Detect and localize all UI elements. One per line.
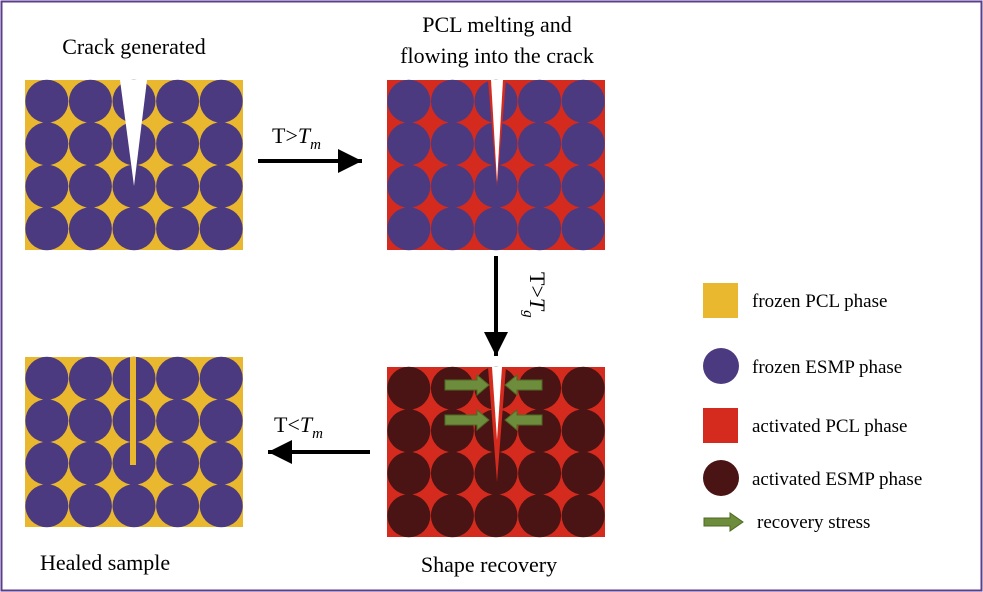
legend-swatch <box>703 348 739 384</box>
particle <box>387 367 430 410</box>
particle <box>69 165 112 208</box>
legend-label: frozen PCL phase <box>752 291 887 312</box>
particle <box>200 399 243 442</box>
particle <box>431 494 474 537</box>
legend-swatch <box>703 408 738 443</box>
particle <box>25 80 68 123</box>
particle <box>562 207 605 250</box>
particle <box>200 207 243 250</box>
particle <box>25 122 68 165</box>
particle <box>387 165 430 208</box>
particle <box>431 165 474 208</box>
particle <box>562 409 605 452</box>
particle <box>156 399 199 442</box>
particle <box>518 80 561 123</box>
legend-swatch <box>703 283 738 318</box>
diagram: Crack generated PCL melting and flowing … <box>0 0 983 592</box>
particle <box>156 484 199 527</box>
particle <box>518 207 561 250</box>
particle <box>518 165 561 208</box>
particle <box>387 494 430 537</box>
particle <box>431 80 474 123</box>
particle <box>518 452 561 495</box>
particle <box>475 494 518 537</box>
healed-crack <box>130 357 136 465</box>
particle <box>200 442 243 485</box>
particle <box>69 207 112 250</box>
legend-swatch <box>703 460 739 496</box>
particle <box>562 452 605 495</box>
particle <box>200 484 243 527</box>
particle <box>200 357 243 400</box>
particle <box>69 442 112 485</box>
legend-label: recovery stress <box>757 512 870 533</box>
particle <box>69 399 112 442</box>
panel-label: Crack generated <box>62 34 206 59</box>
legend-label: activated ESMP phase <box>752 469 922 490</box>
panel-label: flowing into the crack <box>400 43 594 68</box>
particle <box>431 207 474 250</box>
particle <box>200 122 243 165</box>
particle <box>113 484 156 527</box>
particle <box>562 165 605 208</box>
particle <box>69 484 112 527</box>
particle <box>562 122 605 165</box>
particle <box>25 484 68 527</box>
particle <box>200 80 243 123</box>
particle <box>562 367 605 410</box>
particle <box>387 452 430 495</box>
panel-label: Healed sample <box>40 550 170 575</box>
particle <box>562 494 605 537</box>
legend-label: activated PCL phase <box>752 416 907 437</box>
particle <box>25 207 68 250</box>
particle <box>25 442 68 485</box>
particle <box>156 80 199 123</box>
particle <box>156 442 199 485</box>
legend-label: frozen ESMP phase <box>752 357 902 378</box>
particle <box>387 80 430 123</box>
particle <box>69 122 112 165</box>
particle <box>518 122 561 165</box>
particle <box>156 165 199 208</box>
particle <box>562 80 605 123</box>
particle <box>431 452 474 495</box>
particle <box>200 165 243 208</box>
panel-label: PCL melting and <box>422 12 572 37</box>
particle <box>387 207 430 250</box>
particle <box>431 122 474 165</box>
particle <box>387 409 430 452</box>
particle <box>475 207 518 250</box>
particle <box>113 207 156 250</box>
particle <box>156 122 199 165</box>
particle <box>518 494 561 537</box>
particle <box>69 357 112 400</box>
particle <box>69 80 112 123</box>
particle <box>156 207 199 250</box>
particle <box>156 357 199 400</box>
particle <box>25 165 68 208</box>
particle <box>25 399 68 442</box>
panel-label: Shape recovery <box>421 552 557 577</box>
particle <box>25 357 68 400</box>
particle <box>387 122 430 165</box>
